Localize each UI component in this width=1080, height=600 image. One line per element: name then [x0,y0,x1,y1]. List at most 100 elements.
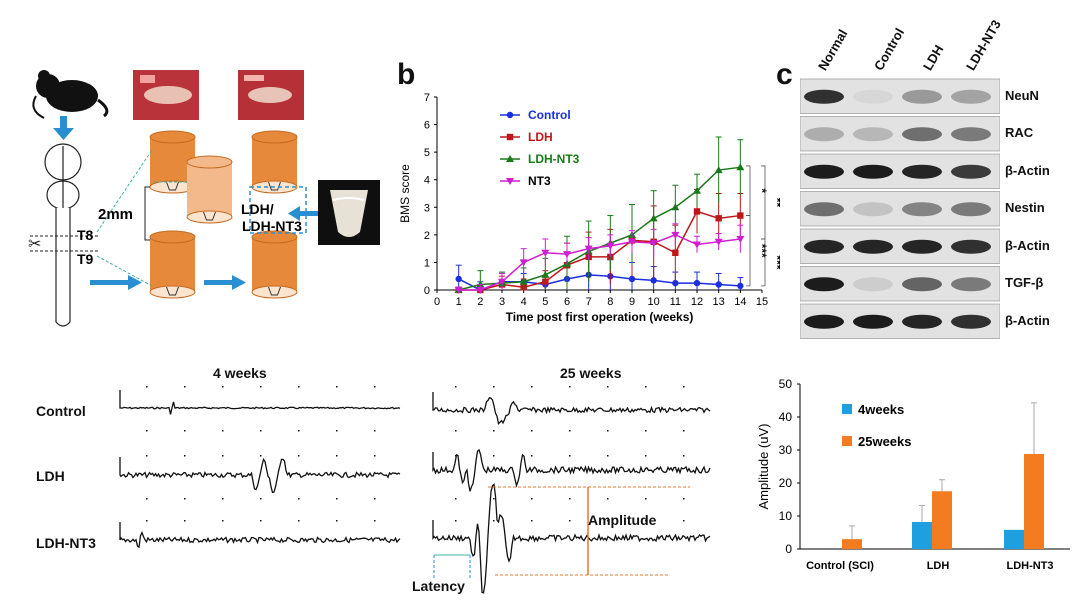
trace-tick [569,455,571,457]
trace-tick [336,430,338,432]
y-axis-label: BMS score [398,164,412,223]
x-tick-label: 4 [521,296,527,308]
panel-a-schematic: ✂ T8 T9 2mm LDH/ LDH-NT3 [28,70,380,327]
data-point [541,249,550,257]
arrow-down-icon [53,116,74,140]
bar [842,539,862,549]
significance-mark: ** [770,198,780,208]
trace-tick [683,386,685,388]
panel-c-letter: c [776,58,793,91]
lane-label-ldh: LDH [920,42,947,73]
trace-tick [531,430,533,432]
trace-title-25-weeks: 25 weeks [560,365,622,381]
surgery-photo-1 [133,70,199,120]
y-tick-label: 5 [424,147,430,159]
data-point [650,277,657,284]
trace-tick [645,455,647,457]
y-tick-label: 10 [779,509,793,523]
y-tick-label: 30 [779,443,793,457]
trace-tick [607,455,609,457]
trace-tick [607,520,609,522]
blot-band [951,127,991,142]
trace-tick [683,498,685,500]
legend-label: 25weeks [858,434,912,449]
trace-tick [298,498,300,500]
lane-label-normal: Normal [815,26,851,73]
blot-band [853,314,893,329]
blot-band [902,277,942,292]
trace-tick [146,430,148,432]
arrow-left-icon [288,206,318,221]
label-t9: T9 [77,251,94,267]
x-tick-label: 0 [434,296,440,308]
x-tick-label: 3 [499,296,505,308]
scissors-icon: ✂ [28,236,41,253]
trace-tick [184,430,186,432]
data-point [693,241,701,249]
trace-row-ldh-nt3: LDH-NT3 [36,535,96,551]
data-point [736,235,745,243]
svg-text:✂: ✂ [28,236,41,253]
trace-tick [146,455,148,457]
legend-swatch [842,404,852,414]
blot-band [804,202,844,217]
cylinder-bottom-right [251,230,298,299]
blot-band [804,277,844,292]
x-tick-label: 8 [607,296,613,308]
trace-tick [374,520,376,522]
trace-tick [184,386,186,388]
western-blot [800,78,1000,339]
x-tick-label: 12 [691,296,703,308]
trace-tick [493,386,495,388]
x-tick-label: 10 [648,296,660,308]
trace-tick [298,430,300,432]
blot-band [853,89,893,104]
trace-tick [374,498,376,500]
trace-tick [493,455,495,457]
latency-label: Latency [412,578,465,594]
trace-tick [298,455,300,457]
trace-tick [645,520,647,522]
x-tick-label: 2 [477,296,483,308]
spinal-cord-diagram [44,143,82,327]
trace-tick [455,430,457,432]
blot-band [951,89,991,104]
y-tick-label: 0 [424,285,430,297]
trace-tick [607,498,609,500]
trace-tick [374,430,376,432]
trace-row-ldh: LDH [36,468,65,484]
legend-swatch [842,436,852,446]
trace-tick [146,498,148,500]
arrow-right-icon [90,275,142,290]
series-line [458,274,741,291]
x-tick-label: 5 [542,296,548,308]
blot-band [853,277,893,292]
trace-tick [569,430,571,432]
trace-tick [222,455,224,457]
data-point [476,287,485,294]
blot-label-5: TGF-β [1005,275,1044,291]
arrow-right-icon-2 [204,275,246,290]
trace-tick [260,498,262,500]
data-point [671,231,680,239]
trace-tick [222,498,224,500]
trace-tick [336,520,338,522]
significance-mark: *** [755,244,769,258]
blot-band [902,127,942,142]
trace-4w-control [119,390,401,415]
blot-band [804,239,844,254]
data-point [584,245,593,253]
trace-tick [531,520,533,522]
bracket [746,165,751,216]
data-point [715,215,722,222]
bracket [761,165,766,240]
data-point [628,238,636,246]
trace-tick [184,520,186,522]
y-tick-label: 20 [779,476,793,490]
data-point [628,275,636,283]
trace-tick [222,386,224,388]
mouse-icon [32,70,109,119]
trace-tick [569,386,571,388]
trace-tick [260,386,262,388]
legend-label: Control [528,108,571,122]
